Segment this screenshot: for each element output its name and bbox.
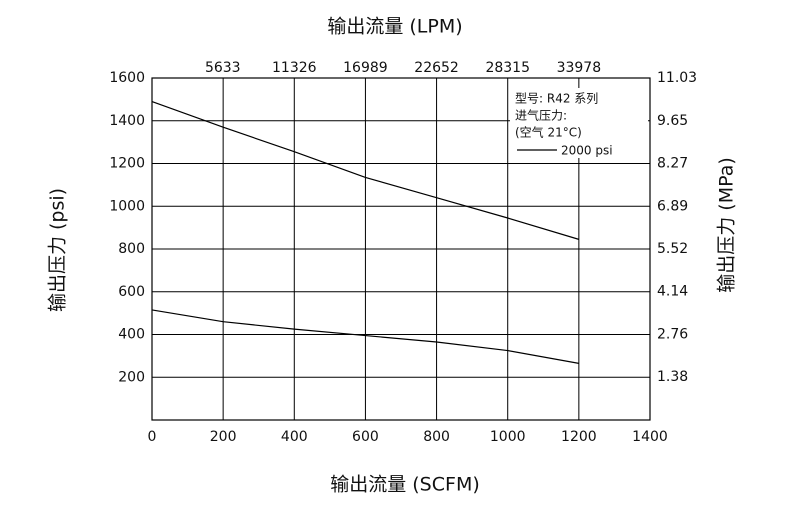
- x2-tick-label: 33978: [557, 60, 602, 76]
- y-axis-title: 输出压力 (psi): [47, 188, 69, 312]
- x2-tick-label: 16989: [343, 60, 388, 76]
- y2-tick-label: 9.65: [657, 113, 688, 129]
- y2-axis-title: 输出压力 (MPa): [716, 157, 738, 293]
- x-tick-label: 0: [148, 429, 157, 445]
- y-tick-label: 1400: [109, 113, 145, 129]
- y-tick-label: 1600: [109, 70, 145, 86]
- y-tick-label: 200: [118, 369, 145, 385]
- y-tick-label: 400: [118, 327, 145, 343]
- y2-tick-label: 2.76: [657, 326, 688, 342]
- y-tick-label: 1200: [109, 156, 145, 172]
- x-tick-label: 400: [281, 429, 308, 445]
- x-tick-label: 1200: [561, 429, 597, 445]
- top-axis-title: 输出流量 (LPM): [327, 16, 462, 38]
- x-tick-label: 1000: [490, 429, 526, 445]
- legend-note: 型号: R42 系列: [515, 92, 598, 106]
- y2-tick-label: 4.14: [657, 284, 688, 300]
- y2-tick-label: 6.89: [657, 198, 688, 214]
- y-tick-label: 1000: [109, 198, 145, 214]
- x-tick-label: 600: [352, 429, 379, 445]
- data-line: [151, 100, 580, 240]
- y-tick-label: 800: [118, 241, 145, 257]
- y2-tick-label: 8.27: [657, 156, 688, 172]
- y2-tick-label: 1.38: [657, 369, 688, 385]
- y2-tick-label: 11.03: [657, 70, 697, 86]
- y2-tick-label: 5.52: [657, 241, 688, 257]
- data-line: [151, 309, 579, 364]
- x2-tick-label: 5633: [205, 60, 241, 76]
- x2-tick-label: 22652: [414, 60, 459, 76]
- x-tick-label: 800: [423, 429, 450, 445]
- x-axis-title: 输出流量 (SCFM): [330, 474, 480, 496]
- legend-note: 进气压力:: [515, 108, 567, 123]
- x2-tick-label: 28315: [485, 60, 530, 76]
- x-tick-label: 200: [210, 429, 237, 445]
- x-tick-label: 1400: [632, 429, 668, 445]
- legend-entry: 2000 psi: [561, 144, 613, 158]
- y-tick-label: 600: [118, 284, 145, 300]
- x2-tick-label: 11326: [272, 60, 317, 76]
- legend-note: (空气 21°C): [515, 125, 582, 140]
- legend-box: [510, 88, 648, 158]
